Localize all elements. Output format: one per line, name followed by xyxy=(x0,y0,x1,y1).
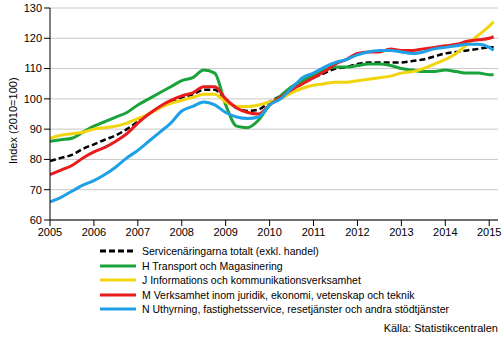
svg-text:110: 110 xyxy=(24,62,42,74)
svg-text:80: 80 xyxy=(30,153,42,165)
svg-text:2014: 2014 xyxy=(433,226,457,238)
html-text:N Uthyrning, fastighetsservice: N Uthyrning, fastighetsservice, resetjän… xyxy=(142,303,449,315)
svg-text:100: 100 xyxy=(24,93,42,105)
svg-text:90: 90 xyxy=(30,123,42,135)
svg-text:2008: 2008 xyxy=(170,226,194,238)
html-text:M Verksamhet inom juridik, eko: M Verksamhet inom juridik, ekonomi, vete… xyxy=(142,288,415,301)
html-text:H Transport och Magasinering: H Transport och Magasinering xyxy=(142,259,283,272)
svg-text:60: 60 xyxy=(30,214,42,226)
svg-text:70: 70 xyxy=(30,184,42,196)
svg-text:2015: 2015 xyxy=(477,226,496,238)
svg-text:2005: 2005 xyxy=(38,226,62,238)
html-text:J Informations och kommunikati: J Informations och kommunikationsverksam… xyxy=(142,274,361,286)
svg-text:2009: 2009 xyxy=(213,226,237,238)
html-text:Källa: Statistikcentralen: Källa: Statistikcentralen xyxy=(383,322,498,334)
svg-text:120: 120 xyxy=(24,32,42,44)
svg-text:2006: 2006 xyxy=(82,226,106,238)
html-text:Servicenäringarna totalt (exkl: Servicenäringarna totalt (exkl. handel) xyxy=(142,245,319,257)
svg-text:130: 130 xyxy=(24,2,42,14)
svg-text:2010: 2010 xyxy=(257,226,281,238)
svg-text:2012: 2012 xyxy=(345,226,369,238)
svg-text:2013: 2013 xyxy=(389,226,413,238)
svg-text:2011: 2011 xyxy=(302,226,326,238)
svg-text:2007: 2007 xyxy=(126,226,150,238)
svg-text:Index (2010=100): Index (2010=100) xyxy=(8,77,19,164)
